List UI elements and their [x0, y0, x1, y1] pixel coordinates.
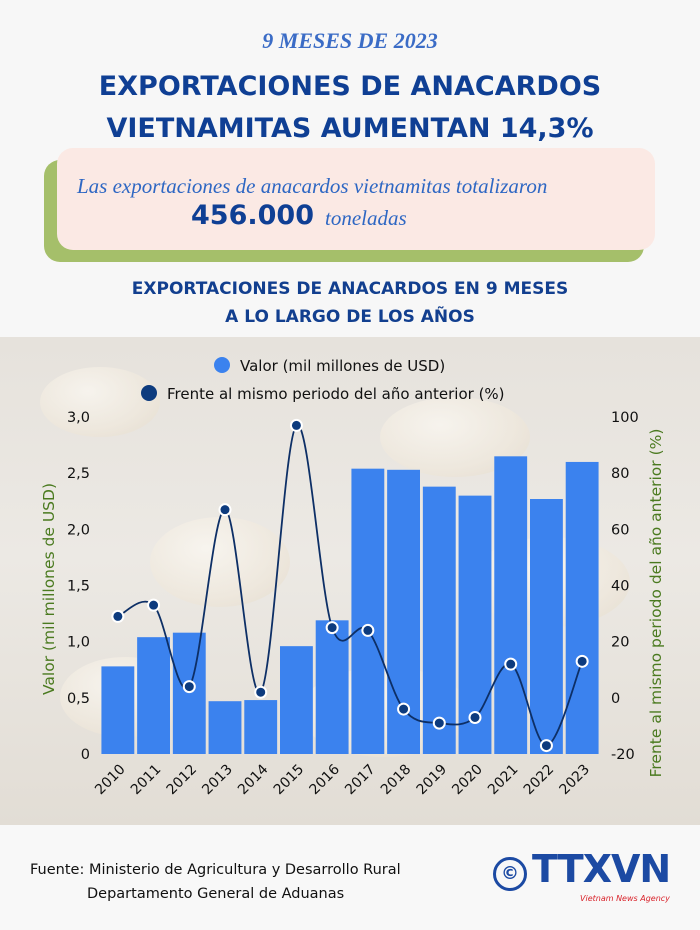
chart-legend: Valor (mil millones de USD) Frente al mi… — [141, 357, 505, 403]
point-2020 — [468, 710, 482, 724]
page-title: EXPORTACIONES DE ANACARDOS VIETNAMITAS A… — [0, 66, 700, 150]
right-tick-label: 0 — [611, 691, 620, 707]
right-axis-ticks: -20 0 20 40 60 80 100 — [611, 410, 639, 763]
growth-points — [111, 418, 589, 753]
period-subtitle: 9 MESES DE 2023 — [262, 28, 438, 53]
left-tick-label: 1,0 — [67, 635, 90, 651]
point-2023 — [575, 654, 589, 668]
left-tick-label: 0 — [81, 747, 90, 763]
x-tick-2017: 2017 — [342, 762, 379, 799]
combo-chart: Valor (mil millones de USD) Frente al mi… — [40, 357, 665, 798]
legend-bar-label: Valor (mil millones de USD) — [240, 357, 445, 375]
cashew-decoration — [150, 517, 290, 607]
footer: Fuente: Ministerio de Agricultura y Desa… — [0, 825, 700, 930]
bar-2020 — [458, 495, 492, 754]
point-2014 — [254, 685, 268, 699]
summary-unit: toneladas — [325, 206, 407, 230]
legend-line-marker — [141, 385, 157, 401]
point-2016 — [325, 621, 339, 635]
x-tick-2011: 2011 — [128, 762, 165, 799]
left-tick-label: 2,0 — [67, 522, 90, 538]
title-line-2: VIETNAMITAS AUMENTAN 14,3% — [106, 113, 594, 144]
left-tick-label: 1,5 — [67, 579, 90, 595]
left-tick-label: 3,0 — [67, 410, 90, 426]
title-line-1: EXPORTACIONES DE ANACARDOS — [98, 71, 602, 102]
summary-text: Las exportaciones de anacardos vietnamit… — [77, 174, 548, 198]
cashew-decoration — [40, 367, 160, 437]
chart-heading-line-1: EXPORTACIONES DE ANACARDOS EN 9 MESES — [131, 279, 569, 299]
bar-2010 — [101, 666, 135, 754]
source-line-2: Departamento General de Aduanas — [87, 886, 345, 902]
point-2013 — [218, 503, 232, 517]
copyright-icon: © — [493, 857, 527, 891]
bar-2014 — [244, 700, 278, 754]
left-tick-label: 2,5 — [67, 466, 90, 482]
right-tick-label: 60 — [611, 522, 629, 538]
summary-value: 456.000 — [191, 200, 314, 231]
agency-logo: TTXVN — [532, 847, 671, 891]
point-2012 — [182, 680, 196, 694]
x-tick-2019: 2019 — [414, 762, 451, 799]
x-tick-2013: 2013 — [199, 762, 236, 799]
right-tick-label: 100 — [611, 410, 639, 426]
left-tick-label: 0,5 — [67, 691, 90, 707]
x-tick-2021: 2021 — [485, 762, 522, 799]
bar-2023 — [565, 461, 599, 754]
source-line-1: Fuente: Ministerio de Agricultura y Desa… — [30, 862, 401, 878]
legend-line-label: Frente al mismo periodo del año anterior… — [167, 385, 505, 403]
x-tick-2018: 2018 — [378, 762, 415, 799]
x-tick-2023: 2023 — [556, 762, 593, 799]
bar-2019 — [422, 486, 456, 754]
bar-2017 — [351, 468, 385, 754]
right-tick-label: 20 — [611, 635, 629, 651]
bar-2011 — [137, 637, 170, 754]
agency-logo-subtitle: Vietnam News Agency — [580, 894, 670, 903]
x-tick-2014: 2014 — [235, 761, 272, 798]
bar-series — [101, 456, 599, 754]
left-axis-ticks: 0 0,5 1,0 1,5 2,0 2,5 3,0 — [67, 410, 90, 763]
point-2018 — [397, 702, 411, 716]
chart-heading: EXPORTACIONES DE ANACARDOS EN 9 MESES A … — [0, 275, 700, 331]
right-axis-label: Frente al mismo periodo del año anterior… — [647, 429, 665, 778]
chart-heading-line-2: A LO LARGO DE LOS AÑOS — [225, 307, 475, 327]
x-tick-2012: 2012 — [164, 762, 201, 799]
summary-box: Las exportaciones de anacardos vietnamit… — [57, 148, 655, 250]
bar-2016 — [315, 620, 349, 754]
growth-line — [117, 424, 583, 747]
bar-2021 — [494, 456, 528, 754]
bar-2012 — [172, 632, 206, 754]
left-axis-label: Valor (mil millones de USD) — [40, 483, 58, 695]
bar-2013 — [208, 701, 242, 754]
x-tick-2015: 2015 — [271, 762, 308, 799]
point-2019 — [432, 716, 446, 730]
x-tick-2010: 2010 — [92, 762, 129, 799]
point-2011 — [147, 598, 161, 612]
right-tick-label: -20 — [611, 747, 635, 763]
point-2021 — [504, 657, 518, 671]
legend-bar-marker — [214, 357, 230, 373]
bar-2022 — [530, 499, 563, 754]
point-2022 — [539, 739, 553, 753]
point-2015 — [289, 418, 303, 432]
x-axis-ticks: 2010 2011 2012 2013 2014 2015 2016 2017 2018 2019… — [92, 761, 593, 798]
right-tick-label: 80 — [611, 466, 629, 482]
point-2017 — [361, 623, 375, 637]
x-tick-2020: 2020 — [449, 762, 486, 799]
x-tick-2022: 2022 — [521, 762, 558, 799]
bar-2015 — [280, 646, 313, 754]
x-tick-2016: 2016 — [306, 761, 343, 798]
right-tick-label: 40 — [611, 579, 629, 595]
point-2010 — [111, 609, 125, 623]
